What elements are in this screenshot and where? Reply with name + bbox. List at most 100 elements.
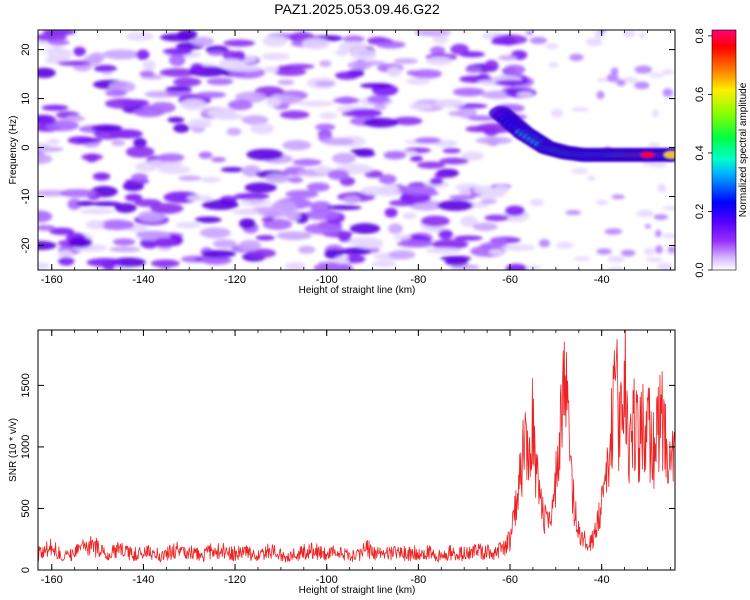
noise-blob xyxy=(607,255,625,263)
noise-blob xyxy=(57,250,74,259)
noise-blob xyxy=(304,209,341,221)
noise-blob xyxy=(288,177,304,183)
spectrogram-noise-layer xyxy=(38,30,675,270)
noise-blob xyxy=(255,235,275,241)
snr-xtick-label: -120 xyxy=(224,574,246,586)
spectrogram-ytick-label: -10 xyxy=(20,189,32,205)
trace-peak xyxy=(640,152,655,158)
noise-blob xyxy=(653,214,669,221)
noise-blob xyxy=(222,50,238,61)
noise-blob xyxy=(201,199,239,210)
noise-blob xyxy=(438,229,453,240)
noise-blob xyxy=(227,99,253,111)
noise-blob xyxy=(237,208,259,215)
colorbar-ticks: 0.0 0.2 0.4 0.6 0.8 xyxy=(694,28,712,278)
spectrogram-xtick-label: -160 xyxy=(41,274,63,286)
noise-blob xyxy=(662,206,675,211)
noise-blob xyxy=(301,38,331,50)
colorbar-tick-label: 0.6 xyxy=(694,87,706,102)
noise-blob xyxy=(388,250,416,260)
noise-blob xyxy=(186,194,214,202)
noise-blob xyxy=(47,138,60,145)
noise-blob xyxy=(162,48,193,56)
noise-blob xyxy=(498,55,517,61)
noise-blob xyxy=(241,115,269,125)
noise-blob xyxy=(246,148,284,161)
noise-blob xyxy=(393,234,412,241)
noise-blob xyxy=(38,142,51,148)
noise-blob xyxy=(250,123,275,135)
spectrogram-ytick-label: 0 xyxy=(20,144,32,150)
colorbar-frame xyxy=(711,29,737,271)
noise-blob xyxy=(169,54,186,67)
noise-blob xyxy=(67,198,82,210)
noise-blob xyxy=(634,65,653,74)
noise-blob xyxy=(199,227,231,239)
noise-blob xyxy=(460,215,478,228)
noise-blob xyxy=(338,41,368,52)
snr-panel: -160 -140 -120 -100 -80 -60 -40 0 500 1000 1500 He… xyxy=(8,329,676,596)
trace-core xyxy=(663,151,675,159)
noise-blob xyxy=(363,117,399,128)
noise-blob xyxy=(644,224,651,229)
noise-blob xyxy=(475,136,513,145)
noise-blob xyxy=(201,255,232,265)
noise-blob xyxy=(194,216,222,223)
noise-blob xyxy=(645,257,664,263)
noise-blob xyxy=(472,222,498,231)
noise-blob xyxy=(655,245,663,254)
noise-blob xyxy=(594,30,604,39)
noise-blob xyxy=(359,82,393,89)
noise-blob xyxy=(596,248,612,255)
noise-blob xyxy=(481,90,514,100)
noise-blob xyxy=(125,146,155,158)
noise-blob xyxy=(139,70,155,77)
noise-blob xyxy=(133,137,147,148)
snr-background xyxy=(38,330,675,570)
noise-blob xyxy=(105,89,127,97)
noise-blob xyxy=(604,228,623,235)
noise-blob xyxy=(335,49,349,57)
noise-blob xyxy=(634,81,650,90)
noise-blob xyxy=(265,173,291,184)
noise-blob xyxy=(450,43,469,55)
noise-blob xyxy=(529,36,548,45)
noise-blob xyxy=(206,77,234,86)
noise-blob xyxy=(587,175,596,182)
noise-blob xyxy=(321,137,355,146)
noise-blob xyxy=(430,46,446,56)
noise-blob xyxy=(386,66,402,77)
noise-blob xyxy=(525,30,534,36)
noise-blob xyxy=(405,77,431,85)
noise-blob xyxy=(573,256,591,262)
noise-blob xyxy=(662,233,675,239)
noise-blob xyxy=(616,79,626,87)
noise-blob xyxy=(538,239,550,248)
noise-blob xyxy=(111,139,126,147)
noise-blob xyxy=(284,262,307,270)
noise-blob xyxy=(648,142,661,148)
noise-blob xyxy=(102,49,140,60)
noise-blob xyxy=(596,90,605,100)
noise-blob xyxy=(488,248,505,255)
noise-blob xyxy=(178,175,202,181)
noise-blob xyxy=(338,247,372,256)
chart-title: PAZ1.2025.053.09.46.G22 xyxy=(274,1,440,17)
noise-blob xyxy=(306,182,330,192)
noise-blob xyxy=(342,35,365,43)
noise-blob xyxy=(606,73,619,83)
noise-blob xyxy=(114,203,137,213)
noise-blob xyxy=(165,86,193,92)
noise-blob xyxy=(297,100,335,107)
spectrogram-xlabel: Height of straight line (km) xyxy=(299,285,416,296)
noise-blob xyxy=(657,185,667,193)
noise-blob xyxy=(449,194,476,201)
noise-blob xyxy=(493,184,509,195)
spectrogram-xtick-label: -80 xyxy=(410,274,426,286)
noise-blob xyxy=(388,223,403,234)
noise-blob xyxy=(639,32,646,39)
noise-blob xyxy=(408,103,434,110)
noise-blob xyxy=(432,35,449,44)
